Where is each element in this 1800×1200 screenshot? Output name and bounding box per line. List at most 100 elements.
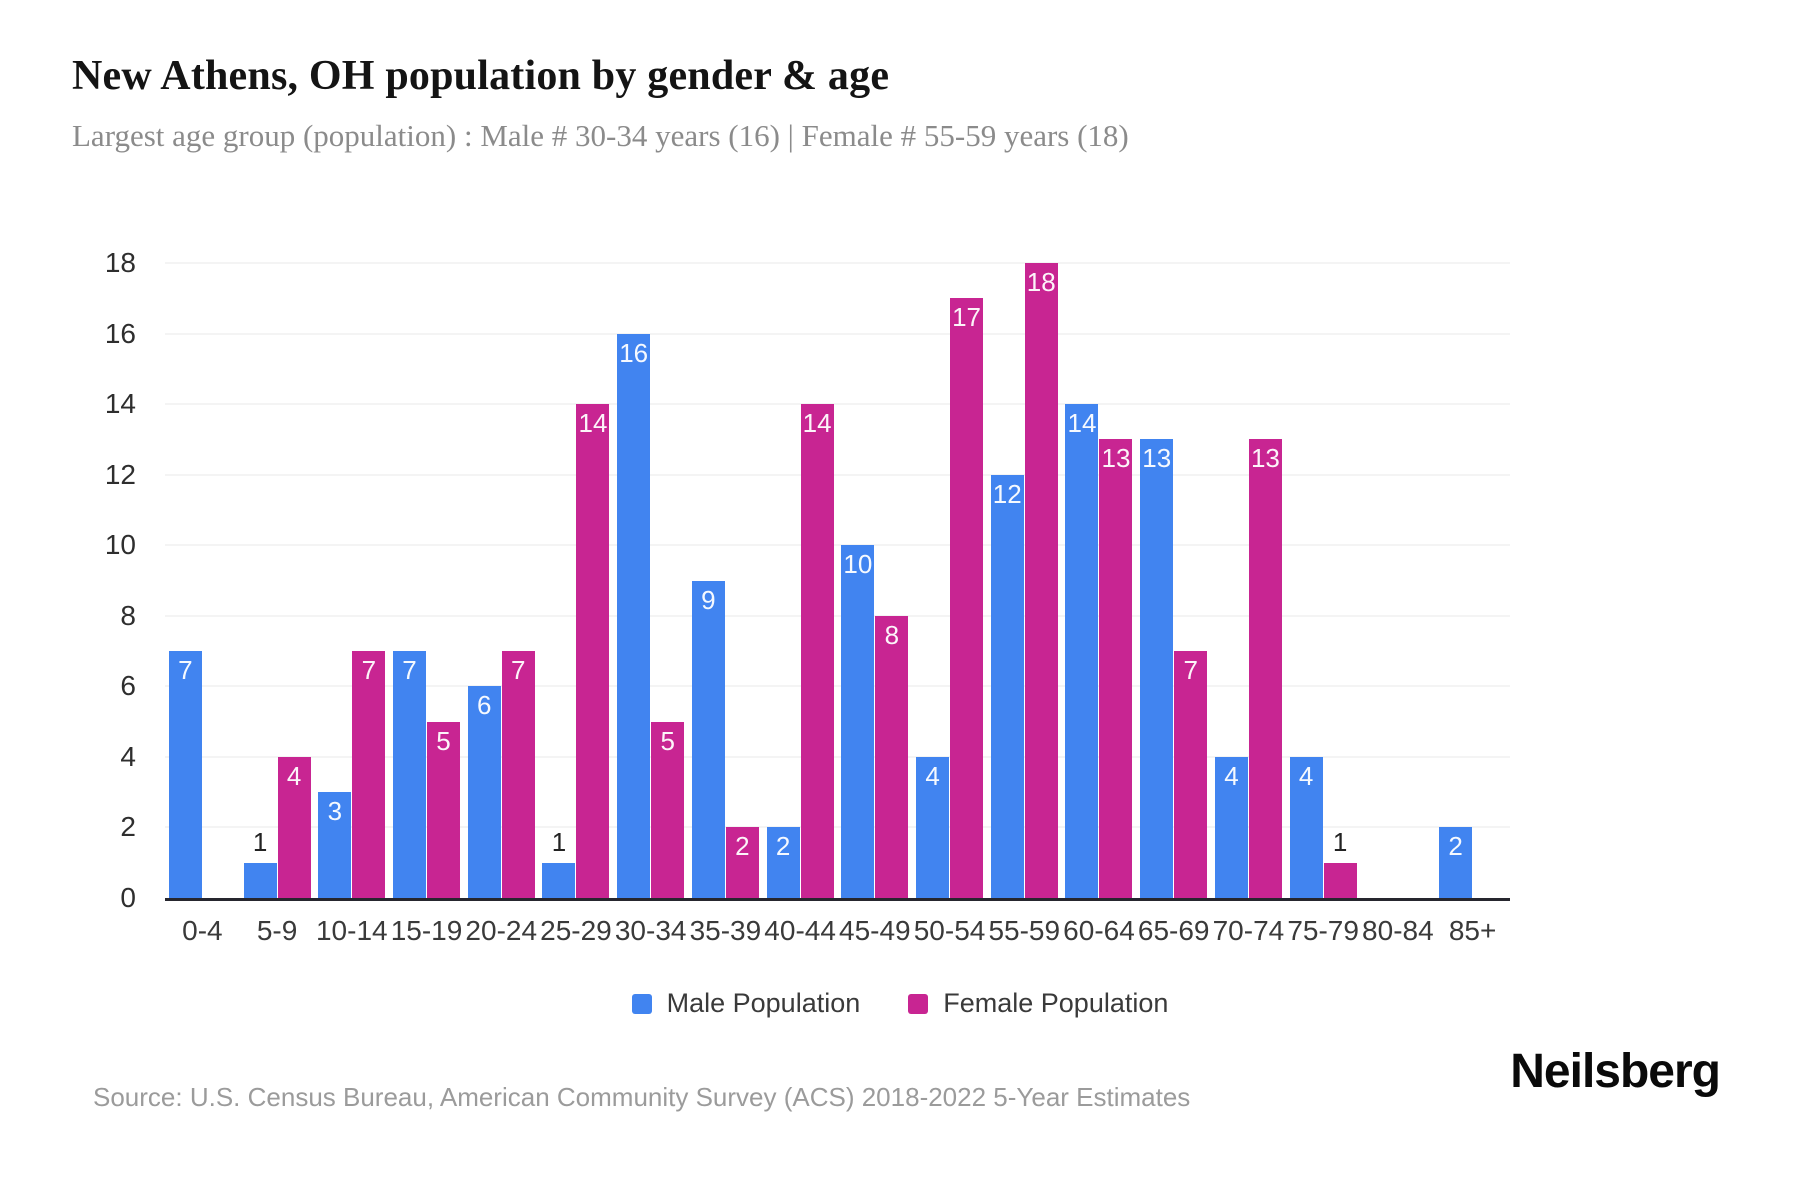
female-bar[interactable]: 17 [950,298,984,898]
page-title: New Athens, OH population by gender & ag… [72,53,890,99]
x-tick-label: 65-69 [1137,915,1210,946]
bar-value-label: 7 [361,655,377,686]
male-bar[interactable]: 10 [841,545,875,898]
brand-logo: Neilsberg [1510,1045,1721,1098]
bar-value-label: 7 [1183,655,1198,686]
bar-pair: 4 13 [1214,439,1282,898]
bar-pair: 12 18 [990,263,1058,898]
category-slot: 2 14 40-44 [763,263,838,946]
bar-value-label: 7 [511,655,526,686]
page-subtitle: Largest age group (population) : Male # … [72,118,1129,153]
gridline [165,614,1510,617]
x-tick-label: 75-79 [1287,915,1359,946]
bar-value-label: 7 [178,655,193,686]
male-bar[interactable]: 4 [916,756,950,898]
category-slot: 4 1 75-79 [1286,263,1361,946]
y-axis: 0 2 4 6 8 10 12 14 16 18 [55,249,150,912]
plot-area: 0 2 4 6 8 10 12 14 16 18 7 0-4 1 4 5-9 3 7 10-14 7 5 15-19 6… [105,249,1510,946]
female-bar[interactable]: 8 [875,615,909,898]
y-tick-label: 0 [120,882,136,913]
bar-value-label: 4 [1298,760,1314,791]
bar-pair: 14 13 [1065,404,1133,898]
bar-value-label: 8 [884,619,900,650]
female-bar[interactable]: 1 [1323,829,1357,898]
female-bar[interactable]: 7 [1174,651,1208,898]
bar-pair: 2 14 [766,404,834,898]
male-bar[interactable]: 4 [1214,756,1248,898]
category-slot: 1 4 5-9 [240,263,315,946]
category-slot: 14 13 60-64 [1062,263,1137,946]
x-tick-label: 45-49 [839,915,911,946]
x-tick-label: 5-9 [256,915,298,946]
legend-swatch-icon [908,993,929,1014]
gridline [165,685,1510,688]
female-bar[interactable]: 13 [1248,439,1282,898]
bar-pair: 1 14 [542,404,610,898]
x-tick-label: 30-34 [614,915,687,946]
bar-pair: 10 8 [841,545,909,898]
bar-pair: 2 [1439,827,1506,898]
y-tick-label: 2 [120,811,136,843]
male-bar[interactable]: 13 [1140,439,1174,898]
male-bar[interactable]: 3 [318,792,352,898]
category-slot: 7 5 15-19 [389,263,464,946]
male-bar[interactable]: 4 [1289,756,1323,898]
female-bar[interactable]: 14 [576,404,610,898]
female-bar[interactable]: 7 [501,651,535,898]
category-slot: 2 85+ [1435,263,1510,946]
bar-pair: 13 7 [1140,439,1208,898]
male-bar[interactable]: 12 [990,474,1024,898]
legend: Male Population Female Population [0,988,1800,1019]
category-slot: 7 0-4 [165,263,240,946]
female-bar[interactable]: 2 [725,827,759,898]
female-bar[interactable]: 7 [352,651,386,898]
female-bar[interactable]: 5 [427,721,461,898]
male-bar[interactable]: 7 [393,651,427,898]
male-bar[interactable]: 1 [243,829,277,898]
x-tick-label: 10-14 [315,915,388,946]
legend-item[interactable]: Male Population [631,988,861,1019]
gridline [165,755,1510,758]
bar-value-label: 1 [551,826,567,857]
bar-value-label: 14 [802,408,832,439]
bar-value-label: 2 [735,831,750,862]
male-bar[interactable]: 7 [168,651,202,898]
bar-value-label: 12 [992,478,1022,509]
legend-item[interactable]: Female Population [908,988,1168,1019]
gridline [165,403,1510,406]
x-tick-label: 60-64 [1063,915,1135,946]
category-slot: 13 7 65-69 [1136,263,1211,946]
x-tick-label: 35-39 [689,915,762,946]
x-tick-label: 55-59 [988,915,1061,946]
y-tick-label: 10 [104,529,136,561]
bar-value-label: 10 [843,549,873,580]
male-bar[interactable]: 16 [617,333,651,898]
bar-value-label: 5 [436,725,451,756]
female-bar[interactable]: 14 [800,404,834,898]
category-slot: 12 18 55-59 [987,263,1062,946]
bar-value-label: 14 [578,408,608,439]
bar-value-label: 9 [701,584,716,615]
bar-value-label: 4 [286,760,302,791]
bar-value-label: 13 [1250,443,1280,474]
bar-pair: 7 [168,651,236,898]
male-bar[interactable]: 6 [467,686,501,898]
bar-value-label: 14 [1067,408,1097,439]
female-bar[interactable]: 5 [651,721,685,898]
x-tick-label: 20-24 [465,915,538,946]
male-bar[interactable]: 2 [766,827,800,898]
category-slot: 80-84 [1361,263,1436,946]
legend-label: Male Population [666,988,861,1018]
male-bar[interactable]: 14 [1065,404,1099,898]
female-bar[interactable]: 4 [277,756,311,898]
male-bar[interactable]: 2 [1439,827,1473,898]
female-bar[interactable]: 18 [1024,263,1058,898]
male-bar[interactable]: 9 [691,580,725,898]
female-bar[interactable]: 13 [1099,439,1133,898]
y-tick-label: 6 [120,670,136,702]
gridline [165,332,1510,335]
male-bar[interactable]: 1 [542,829,576,898]
